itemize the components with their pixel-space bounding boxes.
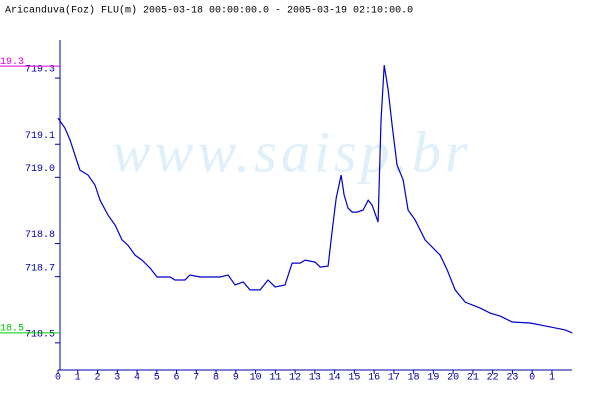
x-tick-label: 15 xyxy=(348,373,360,384)
x-tick-label: 19 xyxy=(427,373,439,384)
y-tick-label: 719.1 xyxy=(25,131,55,142)
x-tick-label: 18 xyxy=(408,373,420,384)
x-tick-label: 16 xyxy=(368,373,380,384)
x-tick-label: 0 xyxy=(55,373,61,384)
x-tick-label: 1 xyxy=(549,373,555,384)
x-tick-label: 17 xyxy=(388,373,400,384)
x-tick-label: 6 xyxy=(174,373,180,384)
y-tick-label: 719.3 xyxy=(25,65,55,76)
x-tick-label: 9 xyxy=(233,373,239,384)
y-tick-label: 718.7 xyxy=(25,263,55,274)
x-tick-label: 21 xyxy=(467,373,479,384)
watermark: www.saisp.br xyxy=(112,119,472,184)
x-tick-label: 8 xyxy=(213,373,219,384)
reference-label: 719.3 xyxy=(0,57,24,68)
x-tick-label: 7 xyxy=(193,373,199,384)
x-tick-label: 4 xyxy=(134,373,140,384)
x-tick-label: 22 xyxy=(487,373,499,384)
x-tick-label: 0 xyxy=(529,373,535,384)
x-tick-label: 3 xyxy=(114,373,120,384)
x-tick-label: 11 xyxy=(269,373,281,384)
x-tick-label: 23 xyxy=(506,373,518,384)
x-tick-label: 10 xyxy=(250,373,262,384)
x-tick-label: 2 xyxy=(95,373,101,384)
data-line xyxy=(57,65,573,334)
y-tick-label: 719.0 xyxy=(25,164,55,175)
chart-title: Aricanduva(Foz) FLU(m) 2005-03-18 00:00:… xyxy=(5,5,413,17)
x-tick-label: 13 xyxy=(309,373,321,384)
x-tick-label: 20 xyxy=(447,373,459,384)
x-tick-label: 14 xyxy=(329,373,341,384)
reference-label: 718.5 xyxy=(0,324,24,335)
x-tick-label: 5 xyxy=(154,373,160,384)
y-tick-label: 718.8 xyxy=(25,230,55,241)
y-tick-label: 718.5 xyxy=(25,329,55,340)
x-tick-label: 1 xyxy=(75,373,81,384)
x-tick-label: 12 xyxy=(289,373,301,384)
